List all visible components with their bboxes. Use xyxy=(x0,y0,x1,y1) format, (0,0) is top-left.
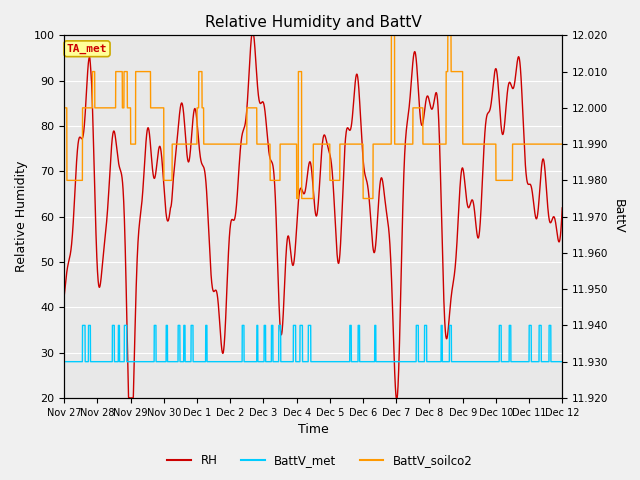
X-axis label: Time: Time xyxy=(298,423,328,436)
Y-axis label: BattV: BattV xyxy=(612,199,625,234)
Title: Relative Humidity and BattV: Relative Humidity and BattV xyxy=(205,15,422,30)
Legend: RH, BattV_met, BattV_soilco2: RH, BattV_met, BattV_soilco2 xyxy=(163,449,477,472)
Text: TA_met: TA_met xyxy=(67,44,108,54)
Y-axis label: Relative Humidity: Relative Humidity xyxy=(15,161,28,272)
